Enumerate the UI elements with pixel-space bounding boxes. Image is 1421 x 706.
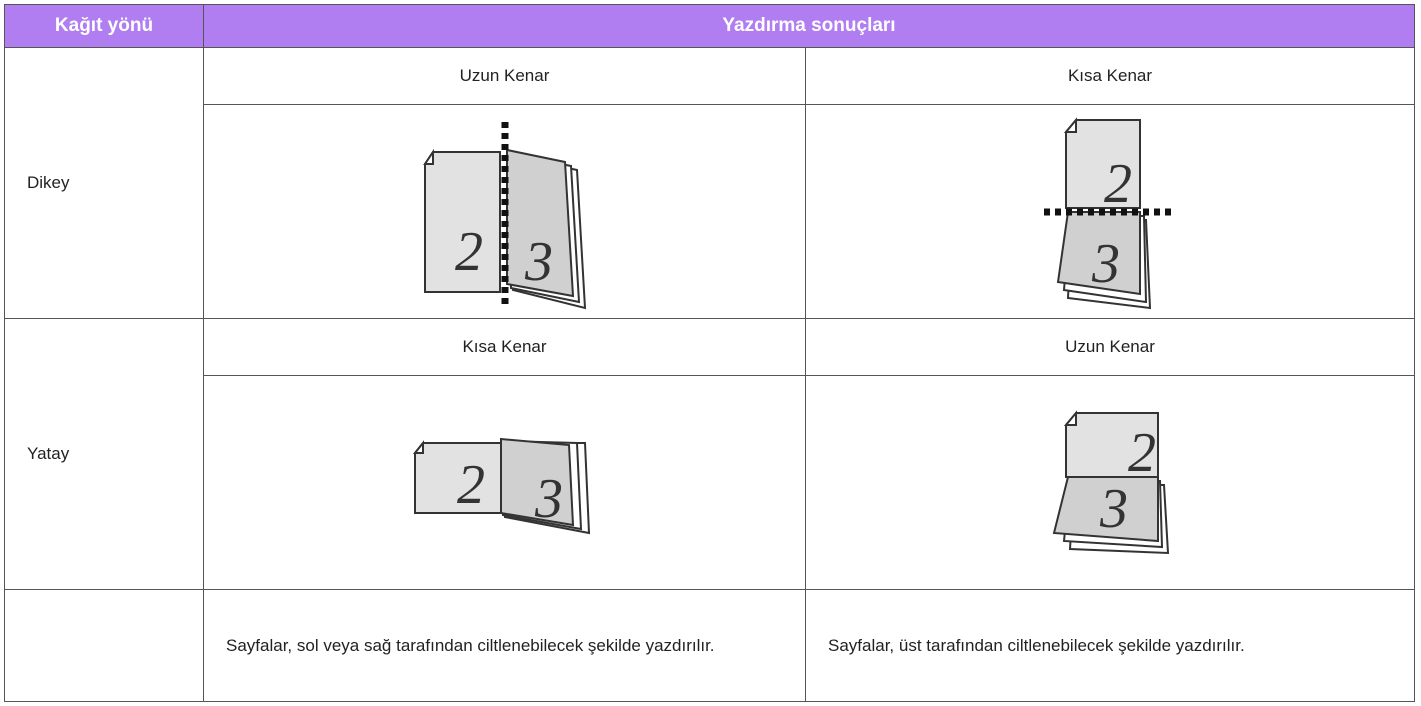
page-number: 2 <box>1128 422 1156 484</box>
print-table: Kağıt yönü Yazdırma sonuçları Dikey Uzun … <box>4 4 1415 702</box>
binding-label: Uzun Kenar <box>805 318 1415 376</box>
note: Sayfalar, üst tarafından ciltlenebilecek… <box>805 589 1415 702</box>
figure-cell: 2 3 <box>203 375 806 590</box>
figure: 2 3 <box>1052 409 1170 554</box>
page-number: 3 <box>1099 478 1128 540</box>
binding-label: Uzun Kenar <box>203 47 806 105</box>
page-number: 2 <box>455 221 483 283</box>
figure-cell: 2 3 <box>805 375 1415 590</box>
empty-cell <box>4 589 204 702</box>
figure: 2 3 <box>1044 116 1174 309</box>
figure: 2 3 <box>412 437 590 534</box>
note: Sayfalar, sol veya sağ tarafından ciltle… <box>203 589 806 702</box>
orientation: Yatay <box>4 318 204 590</box>
figure-cell: 2 3 <box>805 104 1415 319</box>
page-number: 3 <box>534 468 563 530</box>
header-cell: Kağıt yönü <box>4 4 204 48</box>
page-number: 2 <box>1104 153 1132 215</box>
page-number: 2 <box>457 454 485 516</box>
binding-label: Kısa Kenar <box>805 47 1415 105</box>
page-number: 3 <box>524 231 553 293</box>
orientation: Dikey <box>4 47 204 319</box>
header-cell: Yazdırma sonuçları <box>203 4 1415 48</box>
binding-label: Kısa Kenar <box>203 318 806 376</box>
figure: 2 3 <box>422 121 586 309</box>
figure-cell: 2 3 <box>203 104 806 319</box>
page-number: 3 <box>1091 233 1120 295</box>
